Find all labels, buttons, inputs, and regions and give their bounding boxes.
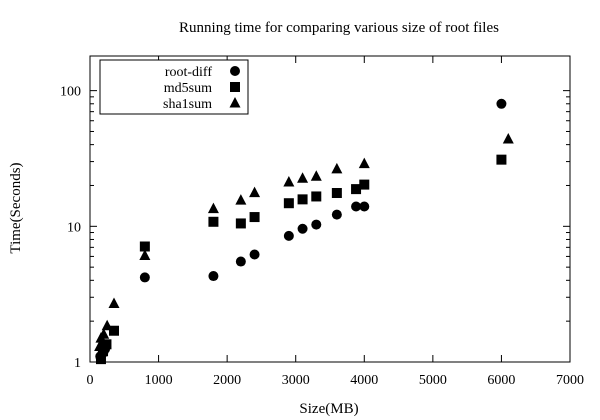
series-md5sum xyxy=(95,154,507,365)
circle-point xyxy=(139,272,150,283)
square-point xyxy=(101,339,112,350)
square-point xyxy=(311,191,322,202)
square-point xyxy=(249,212,260,223)
circle-point xyxy=(331,209,342,220)
legend-label: md5sum xyxy=(164,81,212,96)
square-point xyxy=(351,184,362,195)
y-tick-label: 100 xyxy=(60,85,81,100)
triangle-point xyxy=(235,194,247,205)
triangle-point xyxy=(310,170,322,181)
triangle-point xyxy=(358,157,370,169)
triangle-point xyxy=(207,202,219,214)
triangle-point xyxy=(101,319,113,331)
triangle-point xyxy=(283,176,295,187)
legend-box xyxy=(99,59,249,115)
chart-title: Running time for comparing various size … xyxy=(179,20,499,36)
triangle-point xyxy=(331,162,343,174)
y-tick-label: 1 xyxy=(74,356,81,371)
square-point xyxy=(359,179,370,190)
circle-point xyxy=(249,249,260,260)
circle-point xyxy=(235,256,246,267)
axis-ticks: 0 1000 2000 3000 4000 5000 6000 7000 1 10 100 xyxy=(60,56,584,388)
x-tick-label: 0 xyxy=(87,373,94,388)
triangle-point xyxy=(502,133,514,144)
square-point xyxy=(208,216,219,227)
square-point xyxy=(95,354,106,365)
triangle-point xyxy=(249,186,261,198)
x-tick-label: 1000 xyxy=(145,373,173,388)
x-tick-label: 7000 xyxy=(556,373,584,388)
x-tick-label: 3000 xyxy=(282,373,310,388)
circle-point xyxy=(297,223,308,234)
y-tick-label: 10 xyxy=(67,220,81,235)
triangle-point xyxy=(139,249,151,260)
axes xyxy=(89,55,571,363)
legend-circle-marker xyxy=(230,66,240,76)
circle-point xyxy=(496,98,507,109)
series-sha1sum xyxy=(94,133,514,352)
x-tick-label: 2000 xyxy=(213,373,241,388)
circle-point xyxy=(208,271,219,282)
legend-square-marker xyxy=(230,82,240,92)
x-tick-label: 6000 xyxy=(487,373,515,388)
square-point xyxy=(331,188,342,199)
triangle-point xyxy=(98,328,110,339)
square-point xyxy=(283,198,294,209)
legend-label: root-diff xyxy=(165,65,213,80)
x-tick-label: 5000 xyxy=(419,373,447,388)
square-point xyxy=(496,154,507,165)
plot-frame xyxy=(89,55,571,363)
circle-point xyxy=(283,230,294,241)
circle-point xyxy=(311,219,322,230)
square-point xyxy=(297,194,308,205)
square-point xyxy=(109,325,119,336)
x-axis-label: Size(MB) xyxy=(299,401,358,417)
x-tick-label: 4000 xyxy=(350,373,378,388)
data-points xyxy=(94,98,514,365)
triangle-point xyxy=(297,172,309,183)
square-point xyxy=(235,218,246,229)
square-point xyxy=(139,241,150,252)
series-root-diff xyxy=(95,98,507,362)
triangle-point xyxy=(94,340,106,352)
circle-point xyxy=(351,201,362,212)
y-axis-label: Time(Seconds) xyxy=(8,162,24,253)
triangle-point xyxy=(108,297,120,308)
circle-point xyxy=(359,201,370,212)
legend-triangle-marker xyxy=(229,97,241,108)
legend-label: sha1sum xyxy=(163,97,212,112)
